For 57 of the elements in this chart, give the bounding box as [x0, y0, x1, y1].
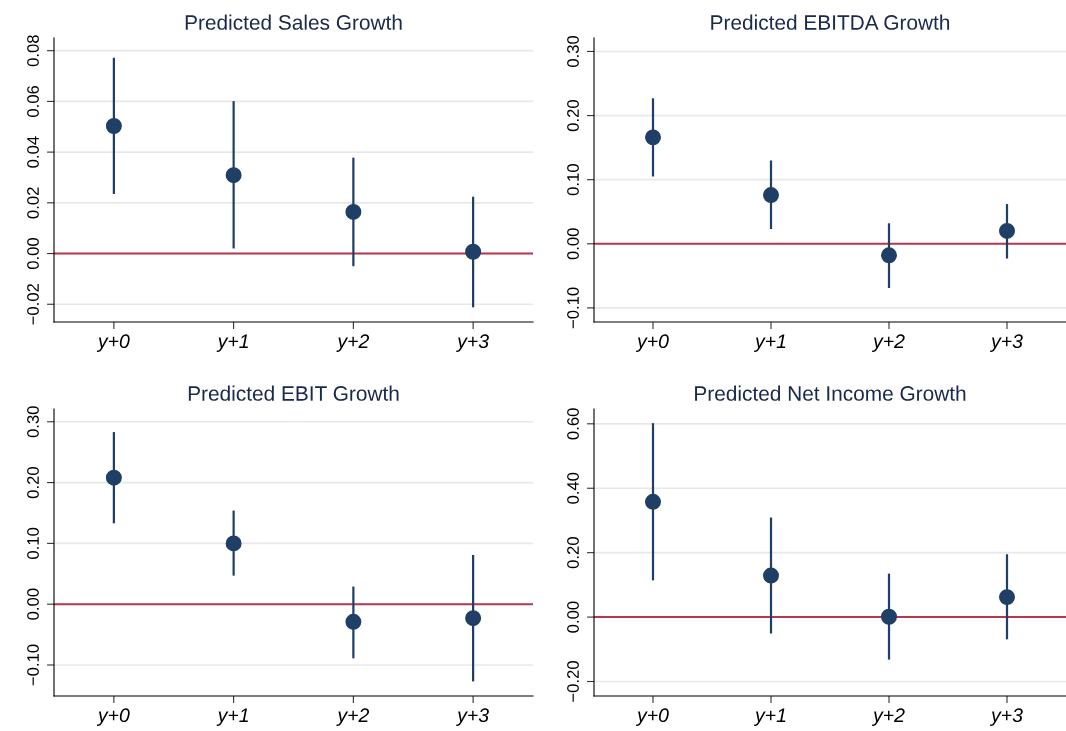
y-tick-label: 0.20 — [567, 537, 579, 569]
x-tick-label: y+0 — [96, 334, 130, 352]
x-tick-label: y+2 — [871, 334, 905, 352]
y-tick-label: 0.20 — [567, 100, 579, 132]
point — [105, 118, 122, 134]
x-tick-label: y+3 — [456, 708, 489, 726]
x-tick-label: y+2 — [336, 334, 370, 352]
x-tick-label: y+0 — [635, 334, 669, 352]
y-tick-label: 0.60 — [567, 408, 579, 440]
point — [465, 610, 482, 627]
chart-title: Predicted Net Income Growth — [695, 385, 966, 401]
y-tick-label: 0.30 — [27, 406, 39, 438]
y-tick-label: 0.20 — [27, 467, 39, 499]
y-tick-label: 0.40 — [567, 472, 579, 504]
y-tick-label: 0.30 — [567, 35, 579, 68]
y-tick-label: 0.06 — [27, 85, 39, 117]
y-tick-label: 0.00 — [567, 228, 579, 260]
x-tick-label: y+1 — [753, 708, 786, 726]
x-tick-label: y+3 — [989, 334, 1023, 352]
point — [105, 469, 122, 486]
point — [763, 567, 779, 584]
chart-title: Predicted EBIT Growth — [188, 385, 399, 401]
y-tick-label: 0.08 — [27, 35, 39, 67]
point — [345, 203, 362, 220]
x-tick-label: y+2 — [336, 708, 370, 726]
y-tick-label: 0.00 — [567, 601, 579, 633]
x-tick-label: y+3 — [989, 708, 1023, 726]
point — [645, 129, 661, 146]
y-tick-label: −0.02 — [27, 284, 39, 325]
y-tick-label: 0.02 — [27, 187, 39, 219]
y-tick-label: 0.00 — [27, 588, 39, 620]
point — [645, 493, 661, 510]
chart-title: Predicted Sales Growth — [185, 14, 402, 30]
y-tick-label: 0.00 — [27, 237, 39, 270]
x-tick-label: y+1 — [216, 334, 248, 352]
chart-title: Predicted EBITDA Growth — [711, 14, 950, 30]
point — [763, 187, 779, 204]
point — [225, 535, 242, 552]
x-tick-label: y+1 — [216, 708, 248, 726]
x-tick-label: y+0 — [96, 708, 130, 726]
x-tick-label: y+0 — [635, 708, 669, 726]
y-tick-label: −0.10 — [567, 287, 579, 329]
point — [225, 167, 242, 184]
x-tick-label: y+3 — [456, 334, 489, 352]
x-tick-label: y+2 — [871, 708, 905, 726]
point — [465, 243, 482, 260]
y-tick-label: 0.10 — [27, 527, 39, 559]
x-tick-label: y+1 — [753, 334, 786, 352]
y-tick-label: 0.10 — [567, 164, 579, 196]
point — [345, 613, 362, 630]
y-tick-label: −0.20 — [567, 661, 579, 702]
point — [881, 247, 897, 264]
y-tick-label: 0.04 — [27, 136, 39, 168]
point — [881, 608, 897, 625]
point — [999, 222, 1015, 239]
point — [999, 589, 1015, 606]
y-tick-label: −0.10 — [27, 644, 39, 686]
